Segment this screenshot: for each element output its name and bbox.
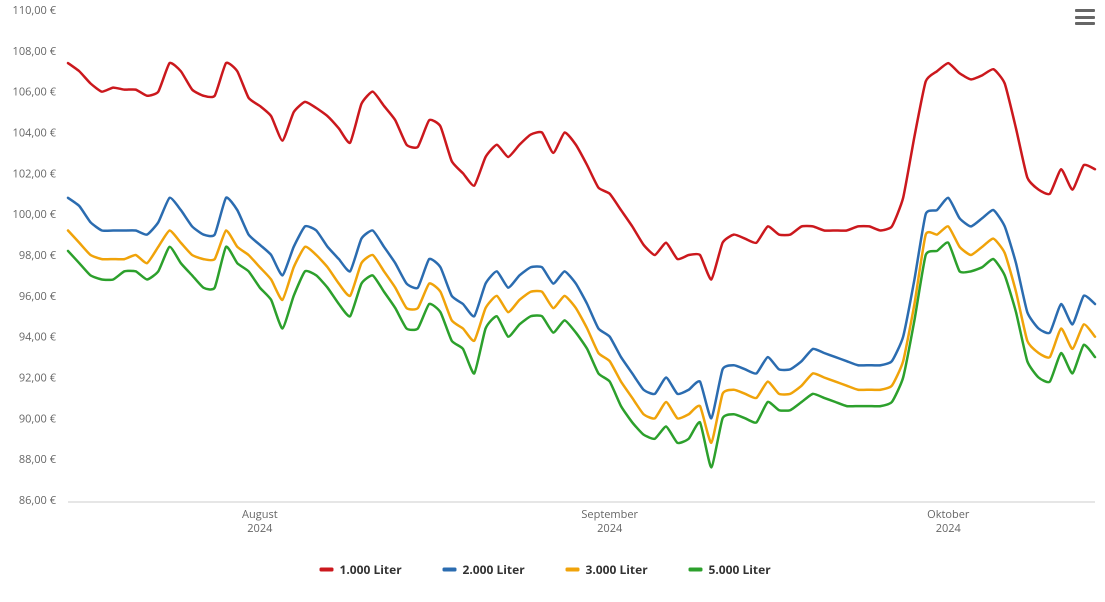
- y-tick-label: 90,00 €: [19, 411, 57, 426]
- y-tick-label: 86,00 €: [19, 493, 57, 508]
- legend-label[interactable]: 3.000 Liter: [586, 561, 649, 578]
- x-tick-label: Oktober: [927, 507, 970, 522]
- y-tick-label: 100,00 €: [13, 207, 57, 222]
- y-tick-label: 96,00 €: [19, 289, 57, 304]
- y-tick-label: 102,00 €: [13, 166, 57, 181]
- y-tick-label: 98,00 €: [19, 248, 57, 263]
- x-tick-sublabel: 2024: [247, 521, 273, 536]
- y-tick-label: 104,00 €: [13, 126, 57, 141]
- y-tick-label: 94,00 €: [19, 330, 57, 345]
- chart-menu-icon[interactable]: [1073, 6, 1097, 28]
- y-tick-label: 110,00 €: [13, 3, 57, 18]
- x-tick-sublabel: 2024: [936, 521, 962, 536]
- x-tick-label: September: [581, 507, 638, 522]
- legend-label[interactable]: 5.000 Liter: [709, 561, 772, 578]
- price-line-chart: 86,00 € 88,00 € 90,00 € 92,00 € 94,00 € 96,00…: [0, 0, 1105, 602]
- series-line: [68, 243, 1095, 468]
- legend: 1.000 Liter 2.000 Liter 3.000 Liter 5.000 L…: [320, 561, 772, 578]
- legend-label[interactable]: 2.000 Liter: [463, 561, 526, 578]
- legend-label[interactable]: 1.000 Liter: [340, 561, 403, 578]
- y-tick-label: 88,00 €: [19, 452, 57, 467]
- x-tick-sublabel: 2024: [597, 521, 623, 536]
- legend-swatch[interactable]: [566, 568, 580, 572]
- legend-swatch[interactable]: [320, 568, 334, 572]
- y-tick-label: 92,00 €: [19, 371, 57, 386]
- y-tick-label: 106,00 €: [13, 85, 57, 100]
- x-tick-label: August: [242, 507, 278, 522]
- y-tick-label: 108,00 €: [13, 44, 57, 59]
- legend-swatch[interactable]: [689, 568, 703, 572]
- legend-swatch[interactable]: [443, 568, 457, 572]
